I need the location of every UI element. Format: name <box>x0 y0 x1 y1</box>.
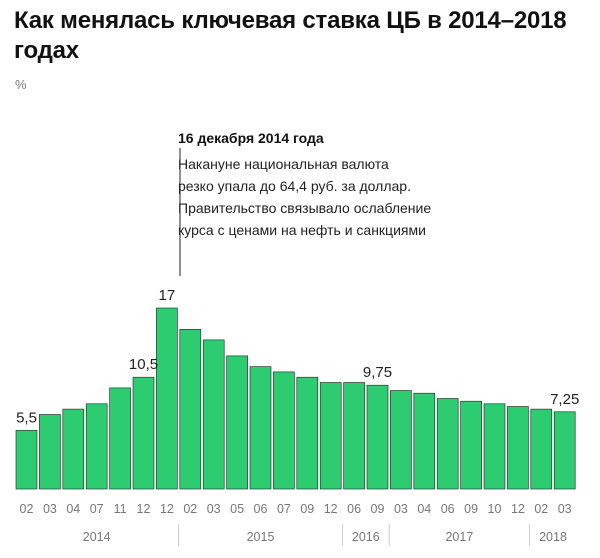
annotation-line: курса с ценами на нефть и санкциями <box>178 222 426 238</box>
x-tick-label: 09 <box>464 502 478 516</box>
x-tick-label: 07 <box>277 502 291 516</box>
annotation-line: Накануне национальная валюта <box>178 156 389 172</box>
bar <box>413 392 436 490</box>
bar <box>296 376 319 490</box>
year-label: 2015 <box>247 530 275 544</box>
x-tick-label: 04 <box>66 502 80 516</box>
year-label: 2017 <box>445 530 473 544</box>
x-tick-label: 02 <box>183 502 197 516</box>
bar <box>39 414 61 490</box>
x-tick-label: 03 <box>207 502 221 516</box>
data-label: 10,5 <box>129 356 158 373</box>
bar <box>179 328 202 490</box>
bar <box>366 384 389 490</box>
bar <box>530 408 553 490</box>
data-label: 5,5 <box>16 409 37 426</box>
x-tick-label: 12 <box>160 502 174 516</box>
annotation-line: резко упала до 64,4 руб. за доллар. <box>178 178 411 194</box>
data-labels-group: 5,5 10,5 17 9,75 7,25 <box>16 287 579 426</box>
bars-group <box>15 307 576 490</box>
x-tick-label: 11 <box>114 502 127 516</box>
bar <box>507 406 529 490</box>
bar <box>156 307 178 490</box>
annotation-line: Правительство связывало ослабление <box>178 200 431 216</box>
bar <box>226 355 248 490</box>
x-tick-label: 03 <box>43 502 57 516</box>
bar <box>273 371 295 490</box>
y-unit-label: % <box>15 77 27 92</box>
chart-title: Как менялась ключевая ставка ЦБ в 2014–2… <box>14 7 567 64</box>
x-tick-label: 12 <box>137 502 151 516</box>
bar <box>249 366 272 490</box>
x-tick-labels-group: 02 03 04 07 11 12 12 02 03 05 06 07 09 12 06 09 03 04 06 09… <box>20 502 572 516</box>
x-tick-label: 04 <box>417 502 431 516</box>
x-tick-label: 03 <box>558 502 572 516</box>
bar <box>343 382 365 490</box>
bar <box>460 400 482 490</box>
year-labels-group: 2014 2015 2016 2017 2018 <box>83 524 567 546</box>
bar <box>109 387 131 490</box>
x-tick-label: 06 <box>254 502 268 516</box>
x-tick-label: 10 <box>488 502 502 516</box>
x-tick-label: 12 <box>511 502 525 516</box>
year-label: 2016 <box>352 530 380 544</box>
data-label: 9,75 <box>363 364 392 381</box>
x-tick-label: 09 <box>300 502 314 516</box>
x-tick-label: 06 <box>347 502 361 516</box>
annotation: 16 декабря 2014 года Накануне национальн… <box>178 130 431 276</box>
bar <box>436 398 459 490</box>
x-tick-label: 12 <box>324 502 338 516</box>
year-label: 2018 <box>539 530 567 544</box>
x-tick-label: 06 <box>441 502 455 516</box>
annotation-title: 16 декабря 2014 года <box>178 130 324 146</box>
bar <box>483 403 506 490</box>
x-tick-label: 09 <box>371 502 385 516</box>
bar <box>390 390 412 490</box>
data-label: 17 <box>159 287 176 304</box>
bar <box>85 403 108 490</box>
bar <box>62 408 85 490</box>
bar <box>319 382 342 490</box>
x-tick-label: 03 <box>394 502 408 516</box>
year-label: 2014 <box>83 530 111 544</box>
bar <box>202 339 225 490</box>
x-tick-label: 05 <box>230 502 244 516</box>
bar <box>132 376 155 490</box>
bar <box>15 430 38 490</box>
x-tick-label: 02 <box>534 502 548 516</box>
data-label: 7,25 <box>550 391 579 408</box>
x-tick-label: 07 <box>90 502 104 516</box>
x-tick-label: 02 <box>20 502 34 516</box>
bar <box>553 411 576 490</box>
